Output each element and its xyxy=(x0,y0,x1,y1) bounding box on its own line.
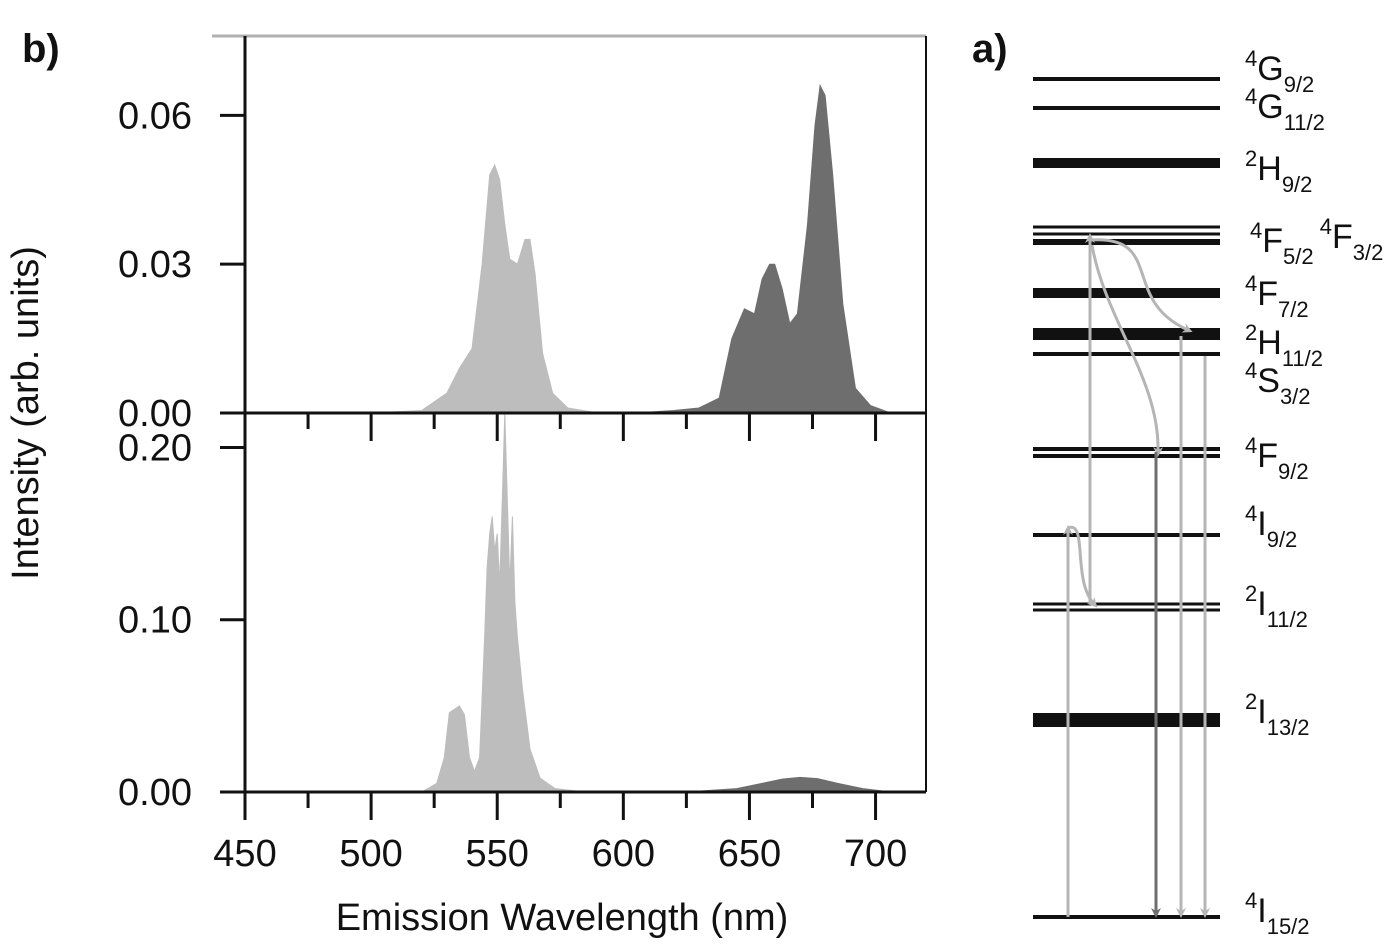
x-tick-label: 450 xyxy=(213,833,276,875)
top-y-tick-label: 0.00 xyxy=(118,393,192,435)
relaxation-arrow-4F5-to-4F9 xyxy=(1090,244,1164,457)
panel-a-label: a) xyxy=(972,27,1008,71)
bottom-y-tick-label: 0.00 xyxy=(118,772,192,814)
bottom-emission-band-2 xyxy=(635,776,891,793)
x-tick-label: 500 xyxy=(339,833,402,875)
energy-levels xyxy=(1033,77,1220,919)
level-label-F5-2: 4F5/2 4F3/2 xyxy=(1250,214,1383,269)
transition-arrows xyxy=(1063,233,1210,918)
level-label-G11-2: 4G11/2 xyxy=(1245,84,1325,135)
emission-spectra-panel: 0.00 0.03 0.06 0.00 0.10 0.20 450 500 550 600 650 7… xyxy=(5,34,927,939)
level-label-I13-2: 2I13/2 xyxy=(1245,689,1310,740)
level-label-I11-2: 2I11/2 xyxy=(1245,581,1308,632)
x-tick-label: 700 xyxy=(844,833,907,875)
level-label-S3-2: 4S3/2 xyxy=(1245,358,1311,409)
relaxation-arrow-4F5-to-2H11 xyxy=(1089,238,1193,333)
top-emission-band-2 xyxy=(635,83,891,414)
bottom-subplot-areas xyxy=(419,412,891,793)
level-label-G9-2: 4G9/2 xyxy=(1245,46,1314,97)
bottom-emission-band-1 xyxy=(419,412,586,793)
level-label-F7-2: 4F7/2 xyxy=(1245,271,1309,322)
y-axis-title: Intensity (arb. units) xyxy=(5,246,47,580)
top-subplot-areas xyxy=(371,83,891,414)
bottom-y-tick-label: 0.20 xyxy=(118,427,192,469)
top-emission-band-1 xyxy=(371,163,599,414)
bottom-y-tick-label: 0.10 xyxy=(118,600,192,642)
panel-b-label: b) xyxy=(22,27,60,71)
top-y-tick-label: 0.06 xyxy=(118,95,192,137)
top-y-tick-label: 0.03 xyxy=(118,244,192,286)
level-label-F9-2: 4F9/2 xyxy=(1245,433,1309,484)
x-tick-label: 550 xyxy=(466,833,529,875)
level-label-I15-2: 4I15/2 xyxy=(1245,888,1310,939)
x-axis-title: Emission Wavelength (nm) xyxy=(336,897,789,939)
x-tick-label: 650 xyxy=(718,833,781,875)
relaxation-arrow-4I9-to-2I11 xyxy=(1067,525,1098,608)
level-label-H11-2: 2H11/2 xyxy=(1245,320,1323,371)
level-label-H9-2: 2H9/2 xyxy=(1245,146,1312,197)
level-label-I9-2: 4I9/2 xyxy=(1245,501,1297,552)
axis-ticks: 0.00 0.03 0.06 0.00 0.10 0.20 450 500 550 600 650 7… xyxy=(118,95,907,875)
x-tick-label: 600 xyxy=(592,833,655,875)
